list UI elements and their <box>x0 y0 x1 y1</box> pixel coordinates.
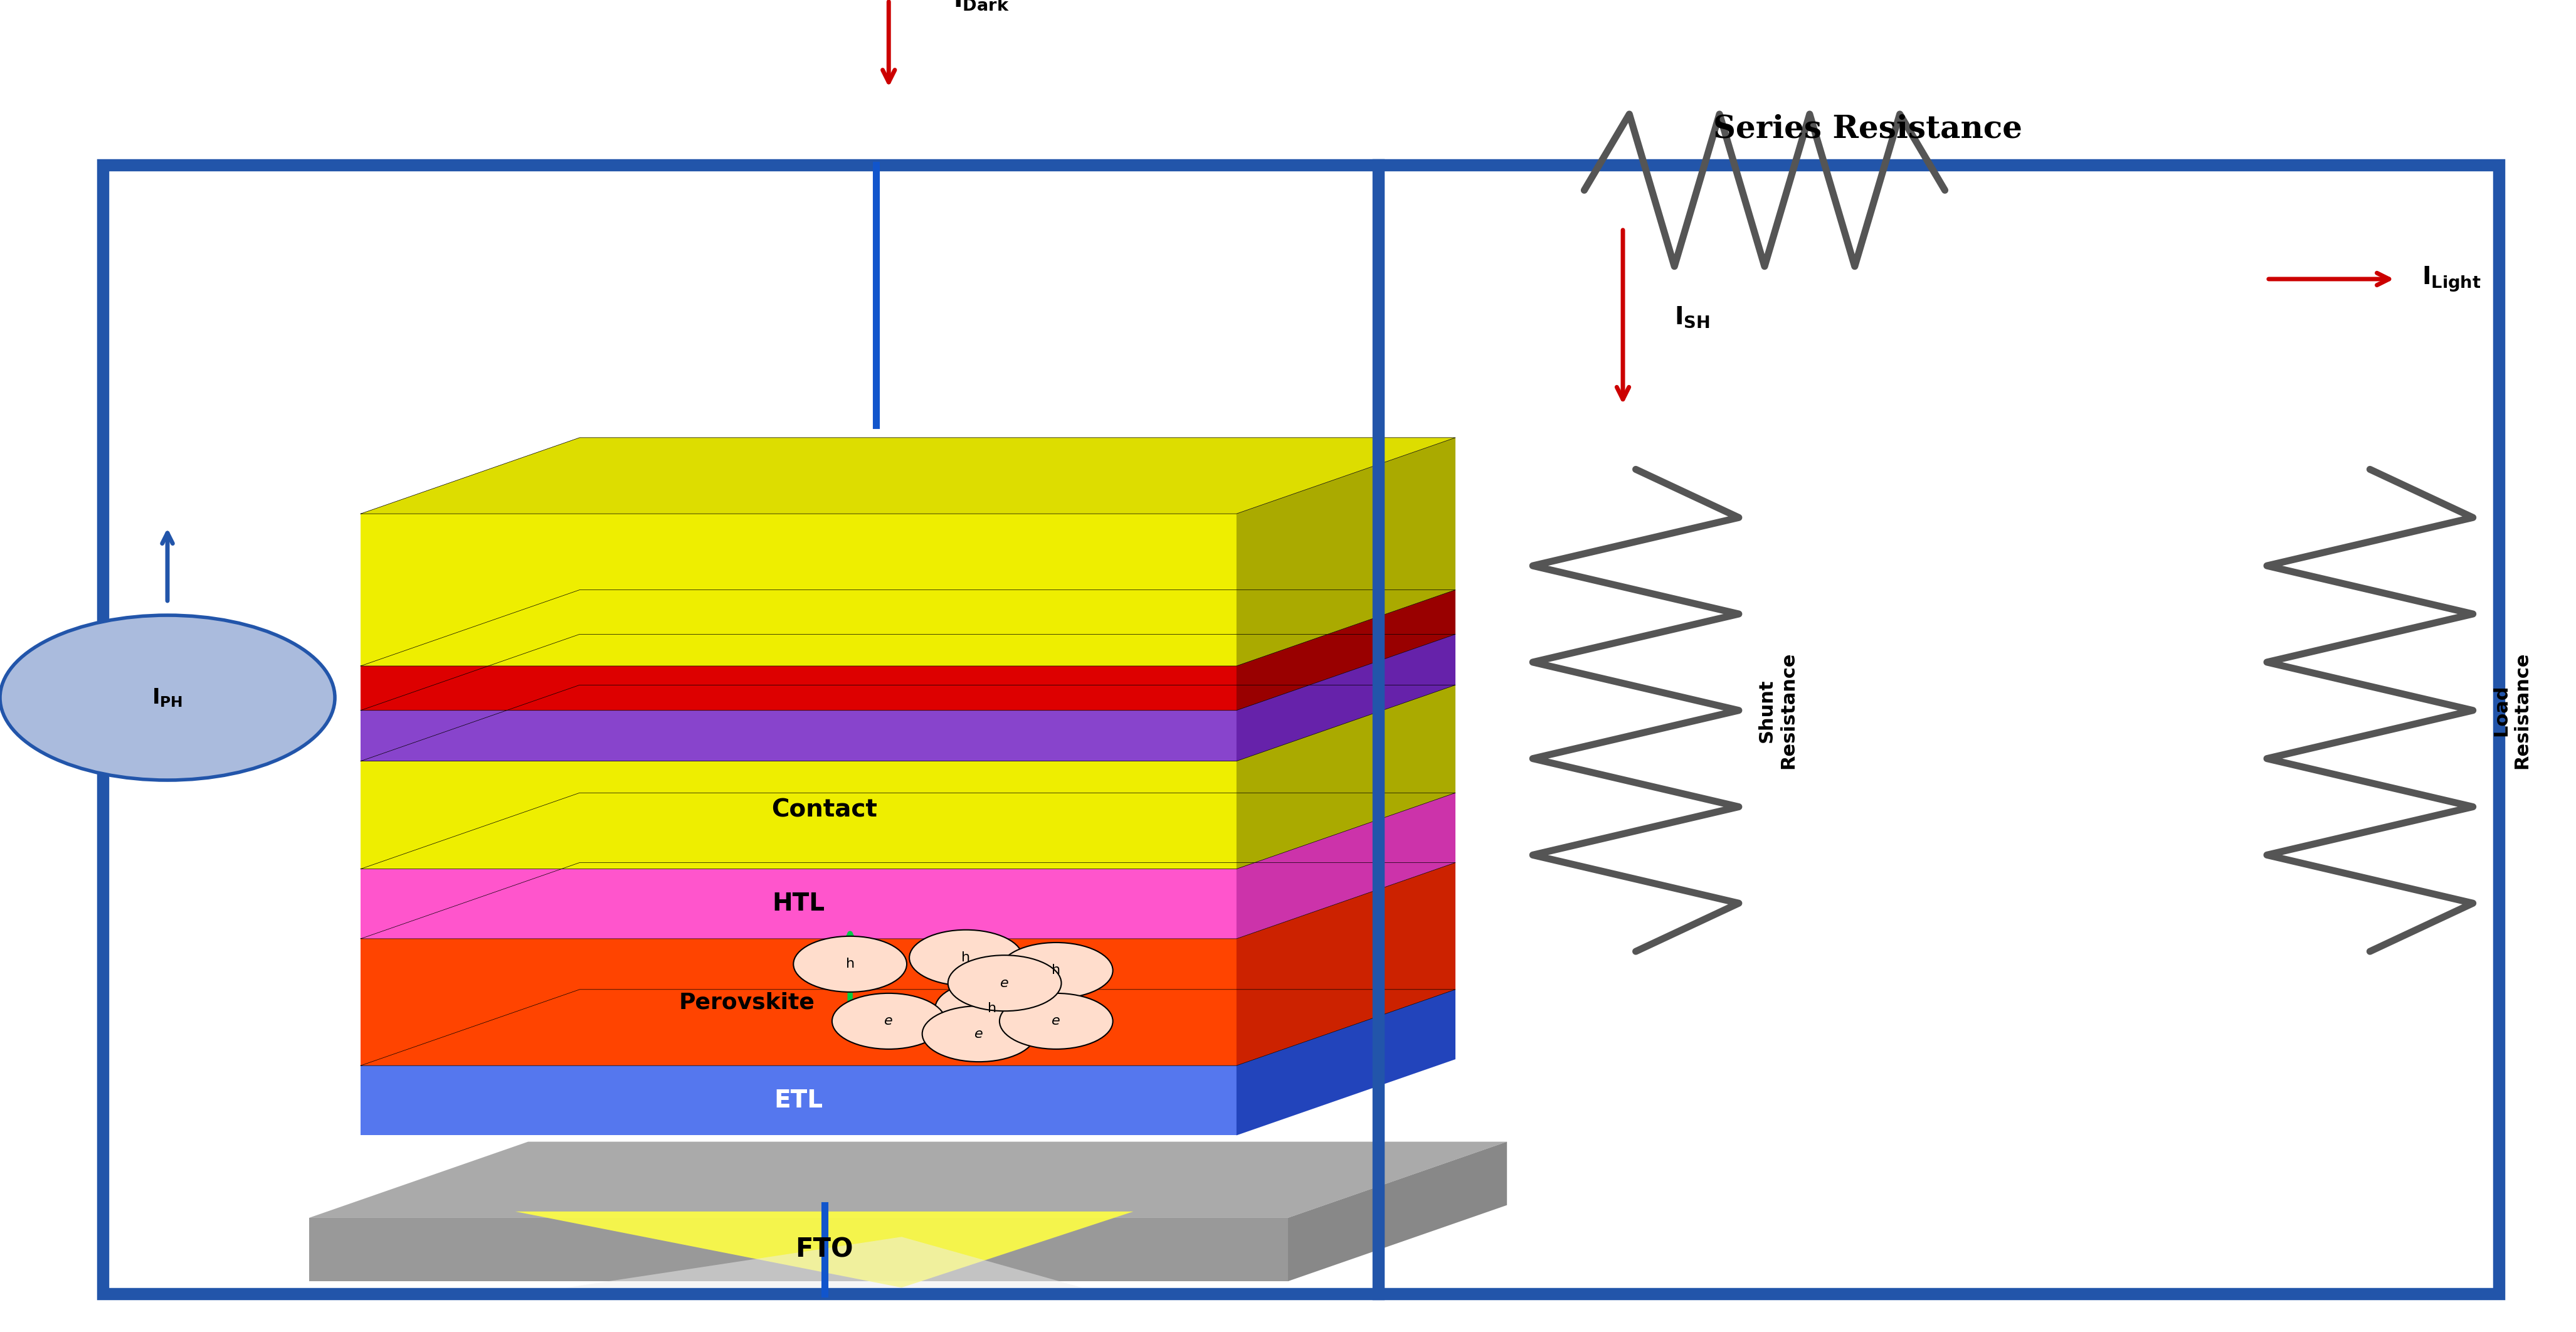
Polygon shape <box>1236 990 1455 1135</box>
Polygon shape <box>309 1217 1288 1281</box>
Polygon shape <box>1236 438 1455 666</box>
Polygon shape <box>361 939 1236 1066</box>
Text: h: h <box>845 958 855 971</box>
Text: ETL: ETL <box>773 1088 824 1112</box>
Text: $\mathbf{I_{SH}}$: $\mathbf{I_{SH}}$ <box>1674 305 1710 329</box>
Text: HTL: HTL <box>773 892 824 916</box>
Text: Contact: Contact <box>770 798 878 822</box>
Polygon shape <box>361 685 1455 761</box>
Polygon shape <box>1288 1142 1507 1281</box>
Text: e: e <box>974 1027 984 1040</box>
Polygon shape <box>361 710 1236 761</box>
Polygon shape <box>361 666 1236 710</box>
Circle shape <box>922 1006 1036 1062</box>
Text: Series Resistance: Series Resistance <box>1713 115 2022 145</box>
Text: h: h <box>961 951 971 964</box>
Polygon shape <box>361 868 1236 939</box>
Polygon shape <box>361 514 1236 666</box>
Polygon shape <box>361 863 1455 939</box>
Text: FTO: FTO <box>796 1236 853 1263</box>
Polygon shape <box>361 590 1455 666</box>
Polygon shape <box>1236 590 1455 710</box>
Circle shape <box>948 955 1061 1011</box>
Polygon shape <box>361 1066 1236 1135</box>
Text: Load
Resistance: Load Resistance <box>2491 651 2532 769</box>
Polygon shape <box>361 990 1455 1066</box>
Circle shape <box>0 615 335 781</box>
Text: e: e <box>884 1015 894 1027</box>
Polygon shape <box>515 1212 1133 1288</box>
Circle shape <box>832 994 945 1050</box>
Text: e: e <box>1051 1015 1061 1027</box>
Text: Perovskite: Perovskite <box>680 991 814 1012</box>
Circle shape <box>999 943 1113 999</box>
Bar <box>103 165 2499 1293</box>
Circle shape <box>935 980 1048 1036</box>
Polygon shape <box>1236 634 1455 761</box>
Polygon shape <box>309 1142 1507 1217</box>
Polygon shape <box>361 634 1455 710</box>
Polygon shape <box>1236 793 1455 939</box>
Text: Shunt
Resistance: Shunt Resistance <box>1757 651 1798 769</box>
Polygon shape <box>1236 863 1455 1066</box>
Polygon shape <box>361 761 1236 868</box>
Polygon shape <box>567 1237 1082 1288</box>
Text: h: h <box>1051 964 1061 976</box>
Polygon shape <box>361 438 1455 514</box>
Text: h: h <box>987 1002 997 1015</box>
Text: e: e <box>999 976 1010 990</box>
Circle shape <box>999 994 1113 1050</box>
Circle shape <box>909 930 1023 986</box>
Polygon shape <box>1236 685 1455 868</box>
Circle shape <box>793 936 907 992</box>
Text: $\mathbf{I_{Light}}$: $\mathbf{I_{Light}}$ <box>2421 265 2481 293</box>
Polygon shape <box>361 793 1455 868</box>
Text: $\mathbf{I_{Dark}}$: $\mathbf{I_{Dark}}$ <box>953 0 1010 12</box>
Text: $\mathbf{I_{PH}}$: $\mathbf{I_{PH}}$ <box>152 687 183 709</box>
